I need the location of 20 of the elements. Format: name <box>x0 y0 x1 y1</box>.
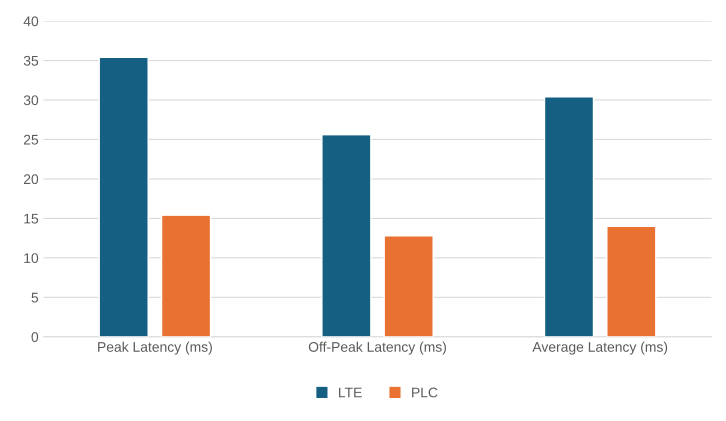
legend-label: LTE <box>339 388 362 398</box>
y-tick-label: 0 <box>32 332 38 342</box>
bar <box>160 214 212 337</box>
bar <box>98 56 149 337</box>
bar <box>544 96 594 337</box>
bar <box>321 134 372 337</box>
y-tick-label: 25 <box>24 134 38 145</box>
bar <box>384 235 434 337</box>
y-tick-label: 5 <box>32 292 38 302</box>
y-tick-label: 20 <box>24 174 38 184</box>
x-tick-label: Off-Peak Latency (ms) <box>308 342 446 355</box>
y-tick-label: 40 <box>24 16 38 26</box>
bar <box>606 226 657 337</box>
legend-label: PLC <box>412 388 438 398</box>
y-tick-label: 10 <box>24 253 38 264</box>
y-tick-label: 15 <box>24 214 38 224</box>
x-tick-label: Peak Latency (ms) <box>98 342 212 355</box>
y-tick-label: 30 <box>24 95 38 106</box>
y-tick-label: 35 <box>24 56 38 66</box>
x-tick-label: Average Latency (ms) <box>532 342 668 355</box>
